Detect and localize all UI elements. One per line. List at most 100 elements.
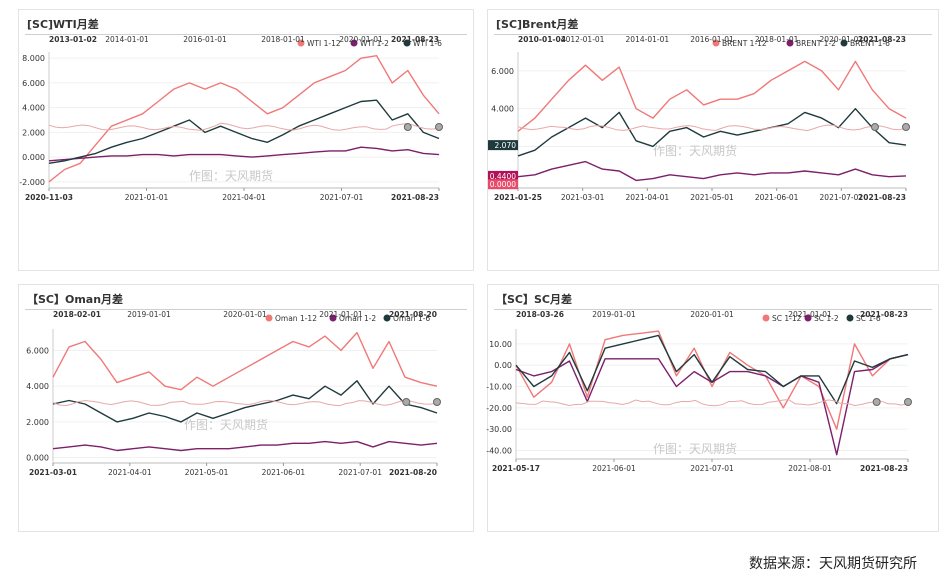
legend-marker <box>712 39 720 47</box>
series-line-1 <box>515 330 909 430</box>
legend-label: BRENT 1-6 <box>850 39 890 48</box>
navigator-date-label: 2021-08-23 <box>391 35 439 44</box>
legend-marker <box>846 314 854 322</box>
series-line-2 <box>52 440 438 452</box>
y-tick-label: -40.00 <box>486 446 512 455</box>
y-tick-label: 8.000 <box>22 54 45 63</box>
navigator-date-label: 2021-08-23 <box>860 310 908 319</box>
y-tick-label: 6.000 <box>26 346 49 355</box>
navigator-date-label: 2020-01-01 <box>223 310 267 319</box>
x-tick-label: 2021-06-01 <box>592 464 636 473</box>
x-tick-label: 2021-07-01 <box>320 193 364 202</box>
x-tick-label: 2021-01-01 <box>125 193 169 202</box>
legend-marker <box>329 314 337 322</box>
navigator-date-label: 2021-08-20 <box>389 310 437 319</box>
legend-label: Oman 1-6 <box>393 314 430 323</box>
navigator-date-label: 2013-01-02 <box>49 35 97 44</box>
y-tick-label: 6.000 <box>22 79 45 88</box>
x-tick-label: 2021-04-01 <box>108 468 152 477</box>
legend-marker <box>786 39 794 47</box>
y-tick-label: -30.00 <box>486 425 512 434</box>
navigator-overview <box>517 124 907 132</box>
x-tick-label: 2020-11-03 <box>25 193 73 202</box>
watermark-text: 作图：天风期货 <box>184 417 268 432</box>
navigator-date-label: 2021-01-01 <box>319 310 363 319</box>
chart-svg: 8.000 6.000 4.000 2.000 0.000 -2.000 2020-11-0… <box>19 35 443 202</box>
x-tick-label: 2021-01-25 <box>494 193 542 202</box>
legend-label: WTI 1-12 <box>307 39 341 48</box>
value-tag-box <box>488 179 518 190</box>
y-tick-label: 0.000 <box>22 153 45 162</box>
y-tick-label: 4.000 <box>26 382 49 391</box>
legend-label: SC 1-2 <box>814 314 839 323</box>
navigator-date-label: 2016-01-01 <box>183 35 227 44</box>
chart-svg: 10.00 0.00 -10.00 -20.00 -30.00 -40.00 2021-05… <box>486 310 912 473</box>
chart-title: [SC]Brent月差 <box>496 18 579 31</box>
series-line-2 <box>517 160 907 182</box>
series-line-2 <box>48 146 440 162</box>
legend-marker <box>383 314 391 322</box>
legend-marker <box>265 314 273 322</box>
series-line-1 <box>52 331 438 391</box>
navigator-date-label: 2012-01-01 <box>561 35 605 44</box>
chart-title: 【SC】Oman月差 <box>27 293 124 306</box>
series-line-1 <box>517 60 907 132</box>
y-tick-label: 4.000 <box>491 105 514 114</box>
navigator-handle-right[interactable] <box>902 123 910 131</box>
navigator-handle-right[interactable] <box>435 123 443 131</box>
legend-label: SC 1-12 <box>772 314 802 323</box>
navigator-handle-left[interactable] <box>870 123 879 131</box>
navigator-date-label: 2018-01-01 <box>261 35 305 44</box>
value-tag-label: 0.4400 <box>490 172 516 181</box>
y-tick-label: -20.00 <box>486 404 512 413</box>
navigator-date-label: 2019-01-01 <box>127 310 171 319</box>
navigator-handle-right[interactable] <box>433 398 441 406</box>
navigator-date-label: 2010-01-04 <box>518 35 566 44</box>
navigator-date-label: 2020-01-01 <box>339 35 383 44</box>
legend-label: WTI 1-2 <box>360 39 389 48</box>
series-line-3 <box>48 99 440 164</box>
x-tick-label: 2021-03-01 <box>29 468 77 477</box>
x-tick-label: 2021-04-01 <box>222 193 266 202</box>
chart-panel-wti: [SC]WTI月差 8.000 6.000 4.000 2.000 0.000 -2.00… <box>18 9 474 271</box>
navigator-handle-right[interactable] <box>904 398 912 406</box>
navigator-date-label: 2018-03-26 <box>516 310 564 319</box>
x-tick-label: 2021-08-23 <box>860 464 908 473</box>
series-line-3 <box>517 107 907 157</box>
navigator-handle-left[interactable] <box>872 398 881 406</box>
navigator-date-label: 2019-01-01 <box>592 310 636 319</box>
navigator-overview <box>48 122 440 131</box>
legend-marker <box>350 39 358 47</box>
x-tick-label: 2021-06-01 <box>262 468 306 477</box>
watermark-text: 作图：天风期货 <box>653 441 737 456</box>
y-tick-label: -10.00 <box>486 383 512 392</box>
legend-label: Oman 1-2 <box>339 314 376 323</box>
value-tag-label: 0.0000 <box>490 180 516 189</box>
navigator-overview <box>52 399 438 407</box>
y-tick-label: 10.00 <box>489 340 512 349</box>
watermark-text: 作图：天风期货 <box>653 143 737 158</box>
x-tick-label: 2021-05-01 <box>690 193 734 202</box>
navigator-handle-left[interactable] <box>402 398 411 406</box>
title-divider <box>494 309 932 310</box>
navigator-date-label: 2014-01-01 <box>105 35 149 44</box>
series-line-3 <box>515 334 909 405</box>
data-source-note: 数据来源：天风期货研究所 <box>749 556 917 572</box>
x-tick-label: 2021-08-23 <box>391 193 439 202</box>
legend-label: BRENT 1-2 <box>796 39 836 48</box>
y-tick-label: 0.00 <box>494 361 512 370</box>
value-tag-box <box>488 170 518 181</box>
y-tick-label: 2.000 <box>26 418 49 427</box>
navigator-date-label: 2021-08-23 <box>858 35 906 44</box>
x-tick-label: 2021-07-01 <box>338 468 382 477</box>
navigator-date-label: 2016-01-01 <box>690 35 734 44</box>
legend-marker <box>762 314 770 322</box>
navigator-date-label: 2018-01-01 <box>755 35 799 44</box>
legend-label: SC 1-6 <box>856 314 881 323</box>
series-line-3 <box>52 380 438 423</box>
x-tick-label: 2021-05-17 <box>492 464 540 473</box>
navigator-handle-left[interactable] <box>403 123 412 131</box>
value-tag-label: 2.070 <box>495 141 517 150</box>
legend-marker <box>403 39 411 47</box>
title-divider <box>25 309 467 310</box>
